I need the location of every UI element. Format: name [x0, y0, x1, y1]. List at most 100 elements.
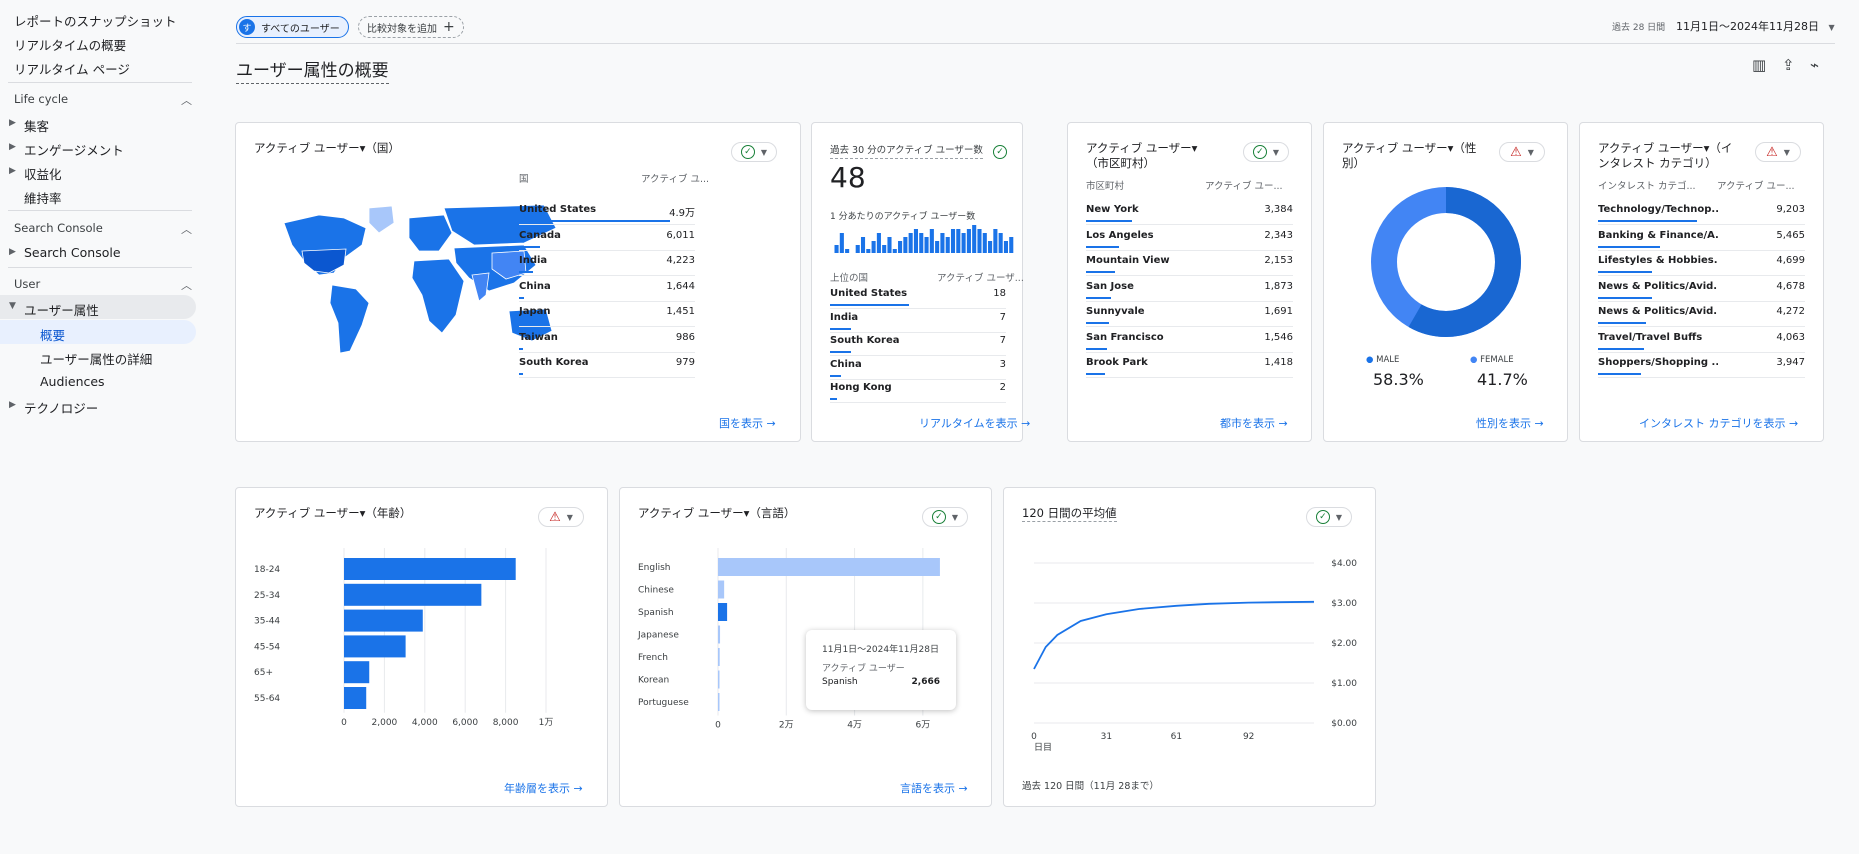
- view-gender-link[interactable]: 性別を表示 →: [1476, 415, 1544, 431]
- table-row[interactable]: Mountain View 2,153: [1086, 250, 1293, 276]
- sidebar-item-engagement[interactable]: エンゲージメント: [24, 143, 124, 158]
- table-row[interactable]: San Francisco 1,546: [1086, 327, 1293, 353]
- table-row[interactable]: Japan 1,451: [519, 301, 695, 327]
- bar[interactable]: [718, 580, 725, 599]
- sidebar-item-retention[interactable]: 維持率: [24, 191, 62, 206]
- age-chart[interactable]: 0 2,000 4,000 6,000 8,000 1万 18-24 25-34 35-44 45…: [246, 543, 596, 733]
- status-badge[interactable]: ✓ ▼: [1306, 507, 1352, 527]
- table-row[interactable]: News & Politics/Avid... 4,272: [1598, 301, 1805, 327]
- bar[interactable]: [718, 625, 721, 644]
- bar[interactable]: [718, 648, 720, 666]
- per-minute-chart[interactable]: [834, 223, 1014, 253]
- sidebar-item-audiences[interactable]: Audiences: [40, 374, 105, 389]
- table-row[interactable]: San Jose 1,873: [1086, 276, 1293, 302]
- sidebar-item-realtime-pages[interactable]: リアルタイム ページ: [14, 62, 130, 77]
- sidebar-item-search-console[interactable]: Search Console: [24, 245, 121, 260]
- view-language-link[interactable]: 言語を表示 →: [900, 780, 968, 796]
- sidebar-item-overview-active[interactable]: [0, 320, 196, 344]
- section-user[interactable]: User ︿: [14, 277, 192, 292]
- status-badge[interactable]: ✓: [993, 145, 1007, 159]
- table-row[interactable]: India 7: [830, 307, 1006, 333]
- section-lifecycle[interactable]: Life cycle ︿: [14, 92, 192, 107]
- dropdown-icon: ▼: [1272, 147, 1280, 157]
- bar[interactable]: [344, 661, 370, 684]
- column-header-active-users[interactable]: アクティブ ユー...: [1717, 181, 1795, 192]
- table-row[interactable]: Travel/Travel Buffs 4,063: [1598, 327, 1805, 353]
- view-age-link[interactable]: 年齢層を表示 →: [504, 780, 583, 796]
- ltv-line[interactable]: [1033, 600, 1315, 670]
- bar[interactable]: [718, 558, 940, 576]
- table-row[interactable]: Los Angeles 2,343: [1086, 225, 1293, 251]
- bar[interactable]: [344, 687, 367, 709]
- gender-donut[interactable]: [1371, 187, 1521, 337]
- view-interests-link[interactable]: インタレスト カテゴリを表示 →: [1639, 415, 1798, 431]
- sidebar-item-snapshot[interactable]: レポートのスナップショット: [14, 14, 177, 29]
- table-row[interactable]: Banking & Finance/A... 5,465: [1598, 225, 1805, 251]
- arrow-right-icon: →: [958, 782, 968, 795]
- table-row[interactable]: New York 3,384: [1086, 199, 1293, 225]
- world-map[interactable]: [274, 203, 564, 363]
- column-header-active-users[interactable]: アクティブ ユ...: [641, 174, 710, 185]
- bar[interactable]: [718, 670, 720, 689]
- add-comparison-button[interactable]: 比較対象を追加 +: [358, 16, 464, 38]
- link-label: 国を表示: [719, 417, 763, 430]
- card-title[interactable]: アクティブ ユーザー▾（市区町村）: [1086, 141, 1198, 170]
- sidebar-item-demographics-detail[interactable]: ユーザー属性の詳細: [40, 352, 153, 367]
- status-badge[interactable]: ⚠ ▼: [1755, 142, 1801, 162]
- card-title: 120 日間の平均値: [1022, 506, 1117, 522]
- sidebar-item-technology[interactable]: テクノロジー: [24, 401, 99, 416]
- segment-chip[interactable]: す すべてのユーザー: [236, 16, 349, 38]
- view-realtime-link[interactable]: リアルタイムを表示 →: [919, 415, 1030, 431]
- sidebar-item-acquisition[interactable]: 集客: [24, 119, 50, 134]
- compare-view-icon[interactable]: ▥: [1752, 56, 1767, 74]
- sidebar-item-demographics[interactable]: ユーザー属性: [24, 303, 99, 318]
- table-row[interactable]: Technology/Technop... 9,203: [1598, 199, 1805, 225]
- table-row[interactable]: Taiwan 986: [519, 327, 695, 353]
- card-title[interactable]: アクティブ ユーザー▾（性別）: [1342, 141, 1477, 170]
- sidebar-item-monetization[interactable]: 収益化: [24, 167, 62, 182]
- card-title[interactable]: アクティブ ユーザー▾（言語）: [638, 506, 796, 520]
- x-tick-label: 6,000: [452, 718, 478, 728]
- bar[interactable]: [718, 693, 720, 711]
- share-icon[interactable]: ⇪: [1782, 56, 1795, 74]
- bar[interactable]: [718, 603, 728, 621]
- bar[interactable]: [344, 558, 516, 580]
- sidebar-item-overview[interactable]: 概要: [40, 328, 66, 343]
- bar[interactable]: [344, 583, 482, 606]
- table-row[interactable]: South Korea 7: [830, 330, 1006, 356]
- table-row[interactable]: Sunnyvale 1,691: [1086, 301, 1293, 327]
- table-row[interactable]: Lifestyles & Hobbies... 4,699: [1598, 250, 1805, 276]
- column-header-active-users[interactable]: アクティブ ユー...: [1205, 181, 1283, 192]
- card-title[interactable]: アクティブ ユーザー▾（インタレスト カテゴリ）: [1598, 141, 1733, 170]
- bar[interactable]: [344, 635, 406, 658]
- table-row[interactable]: Brook Park 1,418: [1086, 352, 1293, 378]
- language-chart[interactable]: 0 2万 4万 6万 English Chinese Spanish Japanese Fren…: [630, 543, 980, 733]
- table-row[interactable]: China 3: [830, 354, 1006, 380]
- card-title[interactable]: アクティブ ユーザー▾（国）: [254, 141, 400, 155]
- ltv-chart[interactable]: $0.00 $1.00 $2.00 $3.00 $4.00 0 31 61 92 日目: [1014, 543, 1369, 753]
- status-badge[interactable]: ⚠ ▼: [1499, 142, 1545, 162]
- column-header-active-users[interactable]: アクティブ ユーザ...: [937, 273, 1024, 284]
- table-row[interactable]: Canada 6,011: [519, 225, 695, 251]
- table-row[interactable]: News & Politics/Avid... 4,678: [1598, 276, 1805, 302]
- section-search-console[interactable]: Search Console ︿: [14, 221, 192, 236]
- status-badge[interactable]: ✓ ▼: [1243, 142, 1289, 162]
- table-row[interactable]: Shoppers/Shopping ... 3,947: [1598, 352, 1805, 378]
- status-badge[interactable]: ✓ ▼: [922, 507, 968, 527]
- table-row[interactable]: China 1,644: [519, 276, 695, 302]
- check-icon: ✓: [993, 145, 1007, 159]
- table-row[interactable]: Hong Kong 2: [830, 377, 1006, 403]
- status-badge[interactable]: ⚠ ▼: [538, 507, 584, 527]
- view-cities-link[interactable]: 都市を表示 →: [1220, 415, 1288, 431]
- view-countries-link[interactable]: 国を表示 →: [719, 415, 776, 431]
- insights-icon[interactable]: ⌁: [1810, 56, 1820, 74]
- table-row[interactable]: United States 4.9万: [519, 199, 695, 225]
- sidebar-item-realtime-overview[interactable]: リアルタイムの概要: [14, 38, 127, 53]
- date-range-picker[interactable]: 11月1日～2024年11月28日 ▼: [1676, 18, 1835, 34]
- status-badge[interactable]: ✓ ▼: [731, 142, 777, 162]
- bar[interactable]: [344, 609, 423, 632]
- table-row[interactable]: South Korea 979: [519, 352, 695, 378]
- table-row[interactable]: India 4,223: [519, 250, 695, 276]
- card-title[interactable]: アクティブ ユーザー▾（年齢）: [254, 506, 412, 520]
- table-row[interactable]: United States 18: [830, 283, 1006, 309]
